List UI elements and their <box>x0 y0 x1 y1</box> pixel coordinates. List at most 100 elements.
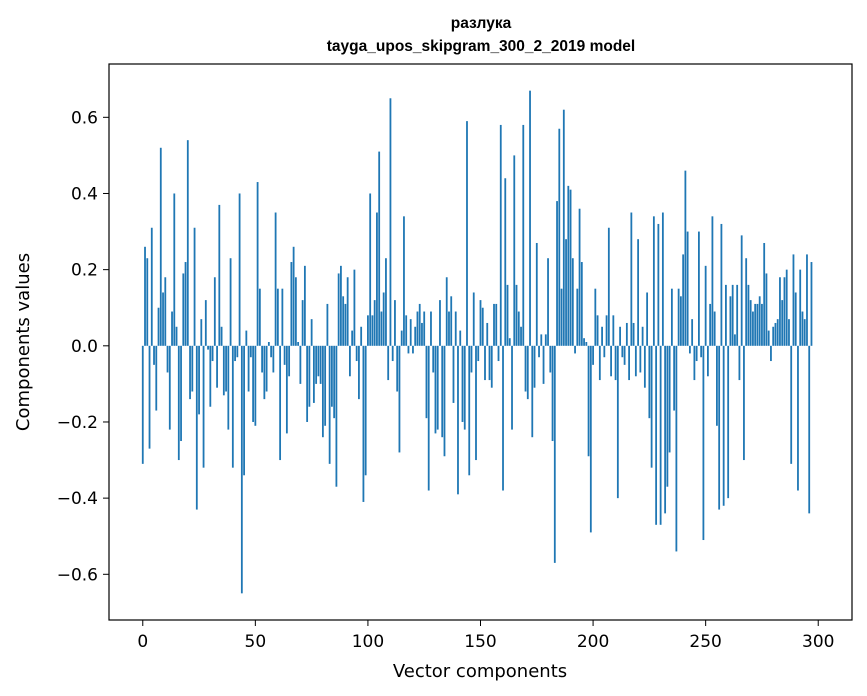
bar-99 <box>364 345 367 476</box>
bar-107 <box>382 292 385 346</box>
bar-269 <box>747 284 750 346</box>
bar-297 <box>810 262 813 346</box>
bar-227 <box>652 216 655 346</box>
bar-35 <box>220 326 223 346</box>
bar-286 <box>785 269 788 346</box>
bar-235 <box>670 288 673 346</box>
bar-115 <box>400 330 403 346</box>
bar-188 <box>565 239 567 346</box>
bar-246 <box>695 345 698 362</box>
bar-213 <box>621 345 624 358</box>
bar-162 <box>506 284 509 346</box>
bar-136 <box>448 311 450 346</box>
y-tick-label: 0.2 <box>71 261 98 281</box>
bar-51 <box>256 182 259 346</box>
bar-12 <box>168 345 171 430</box>
bar-41 <box>234 345 236 362</box>
bar-48 <box>249 345 252 358</box>
bar-208 <box>610 345 612 377</box>
bar-254 <box>713 311 716 346</box>
bar-172 <box>529 90 531 346</box>
bar-55 <box>265 345 268 392</box>
bar-113 <box>396 345 399 392</box>
bar-289 <box>792 254 795 346</box>
bar-128 <box>430 311 432 346</box>
bar-60 <box>276 288 279 346</box>
bar-243 <box>688 345 691 354</box>
bar-196 <box>583 338 585 346</box>
bar-20 <box>186 140 189 346</box>
bar-116 <box>403 216 405 346</box>
bar-274 <box>758 296 761 346</box>
bar-77 <box>315 345 318 384</box>
bar-151 <box>481 307 484 346</box>
bar-124 <box>421 322 423 346</box>
bar-239 <box>679 296 682 346</box>
bar-198 <box>587 345 590 457</box>
bar-58 <box>272 345 275 373</box>
bar-163 <box>508 338 511 346</box>
bar-264 <box>736 284 739 346</box>
bar-81 <box>324 345 327 426</box>
bar-203 <box>598 345 601 381</box>
bar-53 <box>261 345 263 373</box>
bar-230 <box>659 345 662 525</box>
bar-25 <box>198 345 200 415</box>
bar-242 <box>686 231 689 346</box>
bar-103 <box>373 300 376 346</box>
bar-40 <box>231 345 234 468</box>
bar-3 <box>148 345 151 449</box>
bar-201 <box>594 288 597 346</box>
bar-205 <box>603 345 606 358</box>
bar-134 <box>443 345 446 457</box>
bar-71 <box>301 300 304 346</box>
bar-14 <box>173 193 176 346</box>
bar-211 <box>616 345 619 499</box>
bar-73 <box>306 345 309 422</box>
bar-160 <box>502 345 504 491</box>
bar-83 <box>328 345 331 464</box>
bar-101 <box>369 193 372 346</box>
bar-31 <box>211 345 214 362</box>
bar-138 <box>452 345 455 403</box>
y-tick-label: 0.6 <box>71 108 98 128</box>
bar-192 <box>574 345 576 354</box>
bar-131 <box>436 345 439 430</box>
bar-68 <box>294 277 297 346</box>
bar-141 <box>459 330 462 346</box>
bar-195 <box>580 262 583 346</box>
bar-256 <box>718 345 721 510</box>
bar-214 <box>623 345 626 365</box>
bar-190 <box>569 189 572 346</box>
bar-165 <box>513 155 516 346</box>
bar-147 <box>472 292 475 346</box>
x-tick-label: 100 <box>352 632 384 652</box>
bar-166 <box>515 284 518 346</box>
bars-group <box>141 90 813 594</box>
bar-97 <box>360 326 363 346</box>
bar-105 <box>378 151 381 346</box>
bar-285 <box>783 277 786 346</box>
bar-122 <box>416 311 419 346</box>
bar-194 <box>578 208 581 346</box>
bar-206 <box>605 315 608 346</box>
bar-37 <box>225 345 227 392</box>
bar-45 <box>243 345 245 476</box>
bar-146 <box>470 345 473 373</box>
bar-17 <box>180 345 182 442</box>
bar-75 <box>310 319 313 346</box>
bar-67 <box>292 246 295 346</box>
x-tick-label: 200 <box>577 632 609 652</box>
bar-118 <box>407 345 410 354</box>
bar-247 <box>698 231 700 346</box>
bar-88 <box>340 265 342 346</box>
bar-155 <box>490 345 493 388</box>
bar-110 <box>389 98 392 346</box>
bar-7 <box>157 307 160 346</box>
bar-281 <box>774 322 777 346</box>
bar-180 <box>547 258 549 346</box>
bar-106 <box>380 311 383 346</box>
bar-2 <box>146 258 149 346</box>
bar-76 <box>312 345 315 403</box>
bar-238 <box>677 288 680 346</box>
